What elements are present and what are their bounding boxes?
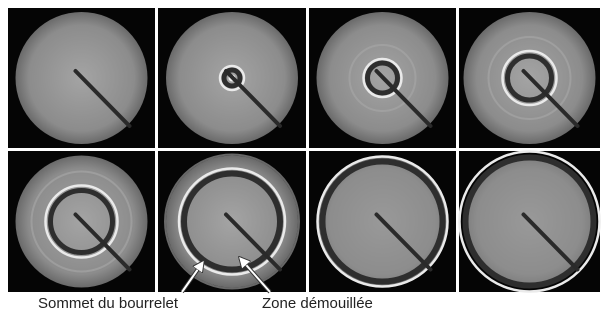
label: Zone démouillée [262,295,373,312]
label: Sommet du bourrelet [38,295,179,312]
panels [8,8,600,292]
figure-image: Sommet du bourrelet Zone démouillée [0,0,603,316]
figure: Sommet du bourrelet Zone démouillée [0,0,603,316]
